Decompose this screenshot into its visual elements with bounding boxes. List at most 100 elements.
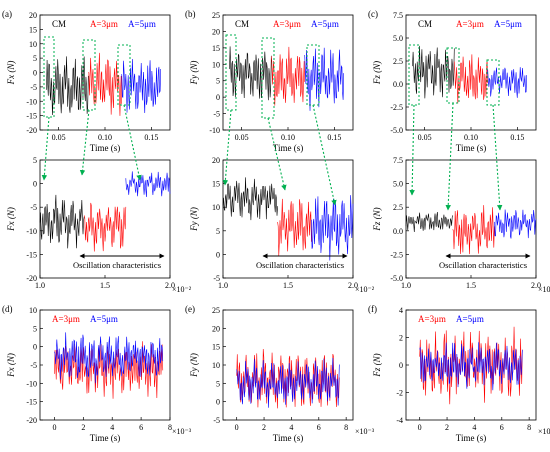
- y-tick-label: 5: [216, 379, 220, 388]
- y-axis-label: Fz (N): [372, 61, 382, 85]
- x-tick-label: 8: [344, 423, 348, 432]
- y-tick-label: -10: [209, 126, 220, 135]
- series-line-a-3-m: [452, 205, 495, 255]
- y-axis-label: Fx (N): [6, 61, 16, 86]
- zoom-region-box: [486, 59, 500, 106]
- y-axis-label: Fx (N): [6, 353, 16, 378]
- y-axis-label: Fz (N): [372, 353, 382, 377]
- y-axis-label: Fx (N): [6, 207, 16, 232]
- y-tick-label: -5: [30, 361, 37, 370]
- annotation-text: Oscillation characteristics: [439, 260, 527, 270]
- y-tick-label: 5: [33, 156, 37, 165]
- x-tick-label: 0.10: [464, 133, 478, 142]
- x-tick-label: 2.0: [165, 281, 175, 290]
- x-tick-label: 4: [472, 423, 476, 432]
- series-line-a-3-m: [453, 54, 489, 104]
- x-axis-label: Time (s): [273, 433, 303, 443]
- x-axis-label: Time (s): [273, 143, 303, 153]
- x-tick-label: 4: [289, 423, 293, 432]
- legend-entry: A=3μm: [90, 19, 118, 29]
- x-scale-note: ×10⁻³: [538, 427, 550, 436]
- legend-entry: A=5μm: [90, 314, 118, 324]
- y-tick-label: -2.5: [390, 250, 403, 259]
- y-tick-label: -15: [26, 398, 37, 407]
- y-tick-label: 7.5: [393, 156, 403, 165]
- y-tick-label: 0: [216, 250, 220, 259]
- y-tick-label: 10: [212, 60, 220, 69]
- zoom-arrow: [445, 102, 454, 211]
- chart-panel-a: 0.05 0.10 0.15 -20 -15 -10 -5 0 5 10 15 20 (a) Fx (N)…: [2, 9, 171, 153]
- y-tick-label: -5: [213, 110, 220, 119]
- legend-entry: CM: [52, 19, 66, 29]
- y-tick-label: 25: [212, 306, 220, 315]
- x-tick-label: 0.15: [510, 133, 524, 142]
- x-tick-label: 0.05: [418, 133, 432, 142]
- zoom-region-box: [408, 44, 420, 106]
- legend-entry: A=3μm: [456, 19, 484, 29]
- y-tick-label: 10: [212, 203, 220, 212]
- y-tick-label: -20: [26, 416, 37, 425]
- y-tick-label: -15: [26, 250, 37, 259]
- y-tick-label: 5: [216, 77, 220, 86]
- zoom-region-box: [43, 36, 55, 118]
- y-tick-label: 5: [33, 54, 37, 63]
- series-line-a-5-m: [304, 47, 345, 111]
- y-tick-label: 10: [212, 361, 220, 370]
- y-tick-label: 2: [399, 334, 403, 343]
- panel-label: (e): [185, 304, 195, 314]
- y-tick-label: 4: [399, 306, 403, 315]
- chart-panel-a2: 1.0 1.5 2.0 -20 -15 -10 -5 0 5 Fx (N) ×10⁻² Oscilla…: [6, 156, 192, 294]
- y-tick-label: 15: [212, 343, 220, 352]
- zoom-arrow: [312, 104, 337, 206]
- chart-panel-d: 0 2 4 6 8 -20 -15 -10 -5 0 5 10 (d) Fx (N) Time (s) ×10…: [2, 304, 192, 443]
- legend-entry: CM: [235, 19, 249, 29]
- y-tick-label: -10: [26, 379, 37, 388]
- legend-entry: CM: [418, 19, 432, 29]
- annotation-text: Oscillation characteristics: [73, 260, 161, 270]
- series-line-cm: [39, 194, 85, 249]
- panel-label: (b): [185, 9, 196, 19]
- x-tick-label: 8: [527, 423, 531, 432]
- y-tick-label: 5.0: [393, 34, 403, 43]
- series-line-a-5-m: [419, 342, 523, 391]
- y-tick-label: 0: [33, 69, 37, 78]
- x-tick-label: 0.10: [98, 133, 112, 142]
- y-tick-label: 10: [29, 40, 37, 49]
- chart-panel-b: 0.05 0.10 0.15 -10 -5 0 5 10 15 20 25 (b) Fy (N) Time…: [185, 9, 354, 153]
- x-tick-label: 2: [262, 423, 266, 432]
- series-line-a-3-m: [88, 52, 123, 116]
- y-tick-label: 2.5: [393, 57, 403, 66]
- legend-entry: A=5μm: [311, 19, 339, 29]
- legend-entry: A=5μm: [128, 19, 156, 29]
- y-tick-label: -10: [26, 227, 37, 236]
- x-tick-label: 0.10: [281, 133, 295, 142]
- x-tick-label: 0.05: [235, 133, 249, 142]
- annotation-text: Oscillation characteristics: [256, 260, 344, 270]
- x-axis-label: Time (s): [90, 143, 120, 153]
- x-tick-label: 6: [317, 423, 321, 432]
- y-tick-label: 20: [212, 156, 220, 165]
- x-tick-label: 2: [445, 423, 449, 432]
- zoom-arrow: [41, 116, 50, 181]
- panel-label: (d): [2, 304, 13, 314]
- y-tick-label: 0: [33, 343, 37, 352]
- series-line-a-3-m: [83, 202, 127, 252]
- legend-entry: A=3μm: [418, 314, 446, 324]
- y-tick-label: -4: [396, 416, 403, 425]
- y-tick-label: 0: [216, 398, 220, 407]
- legend-entry: A=5μm: [456, 314, 484, 324]
- y-axis-label: Fz (N): [372, 207, 382, 231]
- x-scale-note: ×10⁻³: [172, 427, 192, 436]
- x-scale-note: ×10⁻²: [172, 285, 192, 294]
- x-tick-label: 0: [52, 423, 56, 432]
- series-line-a-5-m: [311, 195, 354, 261]
- x-tick-label: 1.5: [466, 281, 476, 290]
- series-line-a-5-m: [121, 58, 162, 114]
- panel-label: (a): [2, 9, 12, 19]
- x-tick-label: 1.5: [100, 281, 110, 290]
- y-tick-label: 10: [29, 306, 37, 315]
- x-axis-label: Time (s): [90, 433, 120, 443]
- x-tick-label: 2.0: [531, 281, 541, 290]
- zoom-arrow: [492, 104, 503, 211]
